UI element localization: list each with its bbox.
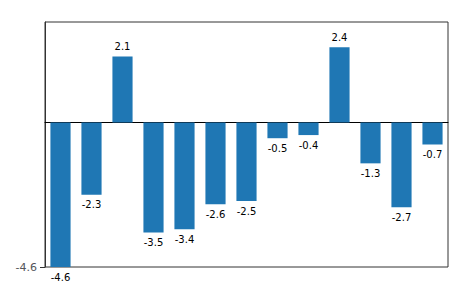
svg-text:-0.7: -0.7 bbox=[423, 149, 443, 160]
svg-text:-2.7: -2.7 bbox=[392, 212, 412, 223]
svg-text:-3.4: -3.4 bbox=[175, 234, 195, 245]
svg-text:-2.6: -2.6 bbox=[206, 209, 226, 220]
svg-text:-0.4: -0.4 bbox=[299, 140, 319, 151]
svg-text:2.4: 2.4 bbox=[332, 32, 348, 43]
svg-text:-2.5: -2.5 bbox=[237, 206, 257, 217]
svg-text:-0.5: -0.5 bbox=[268, 143, 288, 154]
svg-text:-1.3: -1.3 bbox=[361, 168, 381, 179]
svg-text:2.1: 2.1 bbox=[115, 41, 131, 52]
svg-text:-4.6: -4.6 bbox=[51, 272, 71, 283]
svg-text:-4.6: -4.6 bbox=[16, 261, 37, 274]
svg-text:-3.5: -3.5 bbox=[144, 237, 164, 248]
svg-text:-2.3: -2.3 bbox=[82, 199, 102, 210]
